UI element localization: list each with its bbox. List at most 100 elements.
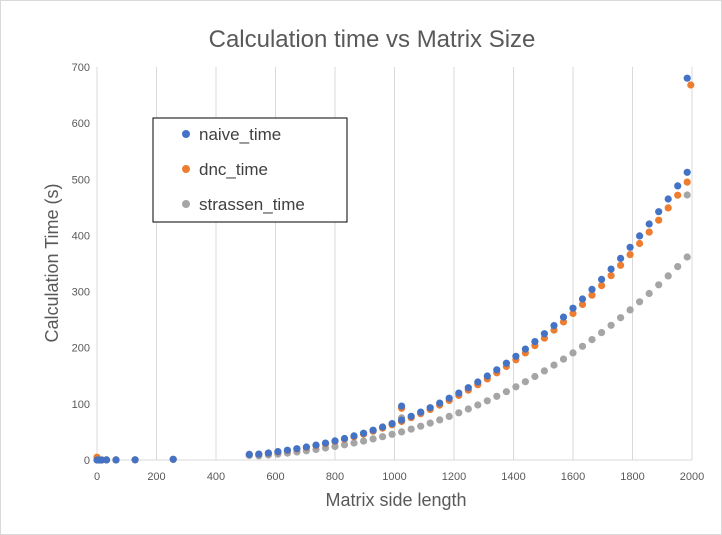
x-tick-label: 1800 (620, 471, 644, 483)
point-strassen-time (598, 329, 606, 337)
point-naive-time (302, 443, 310, 451)
point-naive-time (245, 450, 253, 458)
point-naive-time (512, 352, 520, 360)
point-naive-time (655, 208, 663, 216)
point-naive-time (683, 74, 691, 82)
point-strassen-time (426, 419, 434, 427)
x-tick-label: 1200 (442, 471, 466, 483)
point-naive-time (531, 338, 539, 346)
point-strassen-time (512, 383, 520, 391)
point-naive-time (455, 389, 463, 397)
point-naive-time (131, 456, 139, 464)
x-tick-label: 2000 (680, 471, 704, 483)
point-naive-time (331, 437, 339, 445)
point-naive-time (283, 446, 291, 454)
point-strassen-time (398, 428, 406, 436)
point-strassen-time (379, 433, 387, 441)
point-naive-time (483, 372, 491, 380)
point-strassen-time (626, 306, 634, 314)
x-tick-label: 400 (207, 471, 225, 483)
point-naive-time (369, 426, 377, 434)
point-strassen-time (664, 272, 672, 280)
x-tick-label: 600 (266, 471, 284, 483)
point-dnc-time (588, 291, 596, 299)
point-naive-time (502, 359, 510, 367)
chart-title: Calculation time vs Matrix Size (209, 26, 536, 53)
point-naive-time (445, 394, 453, 402)
point-strassen-time (445, 412, 453, 420)
point-strassen-time (655, 281, 663, 289)
y-axis-title: Calculation Time (s) (42, 183, 62, 342)
legend-marker-dnc (182, 165, 190, 173)
point-strassen-time (683, 191, 691, 199)
point-naive-time (169, 455, 177, 463)
point-strassen-time (645, 289, 653, 298)
point-strassen-time (331, 442, 339, 451)
point-naive-time (683, 168, 691, 176)
point-strassen-time (578, 342, 587, 350)
legend-label-naive: naive_time (199, 125, 281, 144)
legend-label-strassen: strassen_time (199, 195, 305, 214)
point-naive-time (398, 416, 406, 424)
y-tick-label: 500 (72, 174, 90, 186)
point-naive-time (645, 220, 653, 228)
legend: naive_time dnc_time strassen_time (152, 117, 348, 223)
data-points (93, 74, 695, 464)
point-strassen-time (340, 441, 349, 449)
point-naive-time (255, 450, 263, 458)
point-strassen-time (493, 392, 501, 400)
legend-marker-strassen (182, 200, 190, 208)
point-naive-time (617, 254, 625, 262)
y-tick-label: 0 (84, 455, 90, 467)
point-naive-time (264, 449, 272, 457)
point-dnc-time (617, 261, 625, 269)
point-naive-time (436, 399, 444, 407)
point-naive-time (340, 434, 349, 443)
point-strassen-time (388, 430, 396, 438)
point-strassen-time (502, 388, 510, 396)
y-tick-label: 400 (72, 230, 90, 242)
x-tick-label: 0 (94, 471, 100, 483)
point-strassen-time (607, 321, 615, 329)
point-dnc-time (636, 239, 644, 248)
point-naive-time (360, 429, 368, 437)
point-strassen-time (559, 355, 568, 363)
y-tick-label: 100 (72, 399, 90, 411)
x-tick-label: 1600 (561, 471, 585, 483)
point-strassen-time (464, 405, 472, 413)
point-dnc-time (655, 216, 663, 224)
point-naive-time (664, 195, 672, 203)
point-naive-time (426, 404, 434, 412)
point-strassen-time (683, 253, 691, 261)
point-strassen-time (521, 378, 530, 386)
point-strassen-time (350, 439, 358, 447)
point-dnc-time (674, 191, 682, 199)
y-tick-label: 200 (72, 343, 90, 355)
x-tick-label: 1400 (501, 471, 525, 483)
point-naive-time (398, 402, 406, 410)
point-naive-time (626, 243, 634, 251)
point-strassen-time (369, 435, 377, 443)
legend-marker-naive (182, 130, 190, 138)
point-naive-time (636, 232, 644, 240)
point-strassen-time (436, 416, 444, 424)
point-naive-time (464, 384, 472, 392)
point-naive-time (578, 295, 587, 303)
point-naive-time (293, 445, 301, 453)
point-strassen-time (617, 314, 625, 322)
point-naive-time (521, 345, 530, 353)
y-tick-label: 600 (72, 118, 90, 130)
point-naive-time (493, 366, 501, 374)
x-tick-label: 200 (147, 471, 165, 483)
point-naive-time (550, 322, 558, 330)
point-dnc-time (687, 81, 695, 89)
point-strassen-time (531, 372, 539, 381)
point-naive-time (388, 420, 396, 428)
point-naive-time (588, 285, 596, 293)
point-dnc-time (569, 309, 577, 317)
point-strassen-time (455, 409, 463, 417)
point-strassen-time (407, 425, 415, 433)
legend-label-dnc: dnc_time (199, 160, 268, 179)
point-dnc-time (645, 228, 653, 236)
tick-labels: 0 200 400 600 800 1000 1200 1400 1600 1800 2000 0 10… (72, 62, 705, 483)
